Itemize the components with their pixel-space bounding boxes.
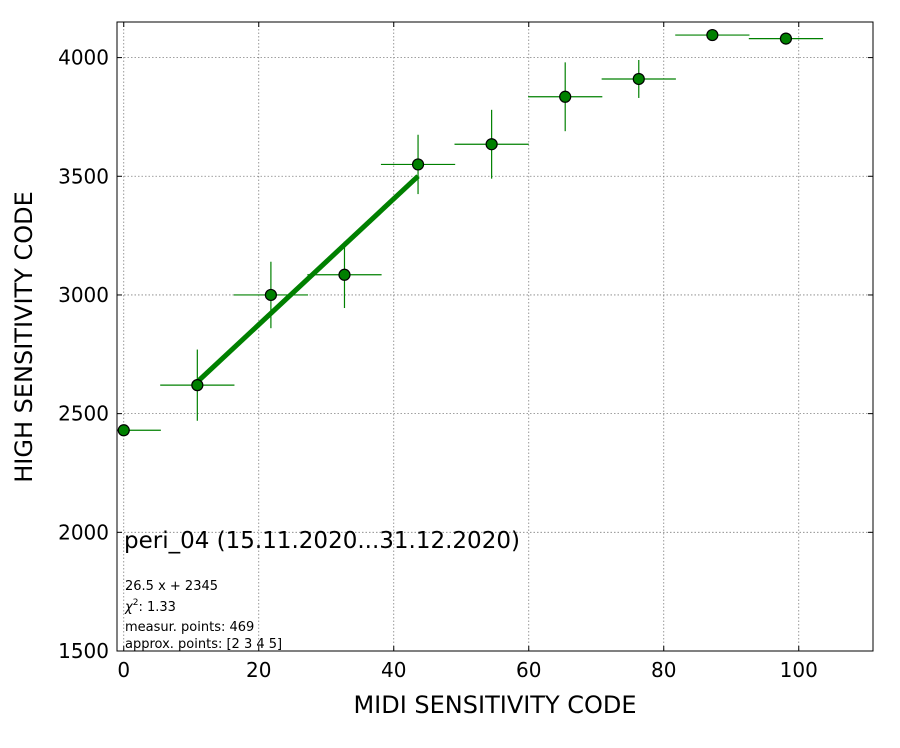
x-axis-label: MIDI SENSITIVITY CODE bbox=[353, 691, 636, 719]
data-point bbox=[779, 32, 793, 45]
y-tick-label: 3500 bbox=[58, 164, 109, 188]
y-tick-label: 2500 bbox=[58, 402, 109, 426]
x-tick-label: 80 bbox=[651, 658, 676, 682]
measured-points: measur. points: 469 bbox=[125, 620, 254, 635]
data-point bbox=[706, 28, 719, 42]
data-point bbox=[632, 72, 645, 86]
x-tick-label: 100 bbox=[780, 658, 818, 682]
y-tick-label: 2000 bbox=[58, 520, 109, 544]
data-point bbox=[264, 288, 277, 302]
y-tick-labels: 1500 2000 2500 3000 3500 4000 bbox=[58, 46, 109, 663]
x-tick-labels: 0 20 40 60 80 100 bbox=[117, 658, 817, 682]
plot-frame bbox=[116, 21, 874, 652]
y-tick-label: 1500 bbox=[58, 639, 109, 663]
annotation-title: peri_04 (15.11.2020...31.12.2020) bbox=[124, 528, 520, 554]
data-point bbox=[559, 90, 572, 103]
data-point bbox=[338, 268, 351, 281]
fit-equation: 26.5 x + 2345 bbox=[125, 579, 218, 594]
x-tick-label: 20 bbox=[246, 658, 271, 682]
fit-line-group bbox=[195, 174, 420, 384]
y-axis-label: HIGH SENSITIVITY CODE bbox=[10, 191, 38, 483]
x-tick-label: 0 bbox=[117, 658, 130, 682]
data-point bbox=[117, 424, 130, 437]
chi-value: : 1.33 bbox=[138, 600, 175, 615]
chi-exponent: 2 bbox=[133, 598, 139, 608]
approx-points: approx. points: [2 3 4 5] bbox=[125, 637, 282, 652]
chi-square: χ2: 1.33 bbox=[124, 598, 176, 615]
chi-symbol: χ bbox=[124, 600, 134, 615]
y-tick-label: 4000 bbox=[58, 46, 109, 70]
axis-ticks bbox=[117, 22, 873, 652]
x-tick-label: 40 bbox=[381, 658, 406, 682]
x-tick-label: 60 bbox=[516, 658, 541, 682]
fit-line bbox=[195, 174, 420, 384]
plot-background bbox=[117, 22, 873, 651]
data-points bbox=[117, 28, 793, 437]
data-point bbox=[485, 138, 498, 151]
data-point bbox=[411, 158, 425, 171]
y-tick-label: 3000 bbox=[58, 283, 109, 307]
data-point bbox=[191, 379, 204, 392]
